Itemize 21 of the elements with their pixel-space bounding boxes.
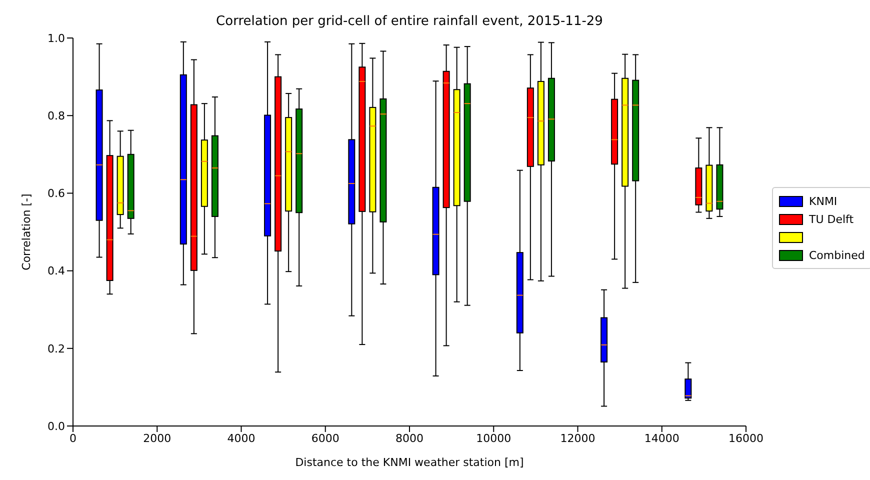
x-tick-label: 4000 [227, 432, 256, 445]
x-tick-label: 2000 [143, 432, 172, 445]
legend-label: TU Delft [809, 212, 854, 226]
y-tick-label: 0.8 [48, 110, 65, 123]
y-tick-label: 0.0 [48, 420, 65, 433]
x-tick-label: 12000 [560, 432, 596, 445]
chart-title: Correlation per grid-cell of entire rainfall event, 2015-11-29 [215, 14, 604, 29]
x-tick-label: 8000 [396, 432, 424, 445]
x-tick-label: 14000 [644, 432, 680, 445]
x-tick-label: 16000 [728, 432, 764, 445]
x-axis-title: Distance to the KNMI weather station [m] [295, 456, 524, 469]
x-tick-label: 0 [70, 432, 76, 445]
legend-label: Combined [809, 248, 865, 262]
y-tick-label: 1.0 [48, 32, 65, 45]
y-tick-label: 0.4 [48, 264, 65, 278]
y-tick-label: 0.2 [48, 342, 65, 356]
x-tick-label: 6000 [311, 432, 340, 445]
legend-label: KNMI [809, 194, 838, 208]
x-tick-label: 10000 [476, 432, 512, 445]
y-axis-title: Correlation [-] [20, 194, 33, 270]
y-tick-label: 0.6 [48, 187, 65, 200]
